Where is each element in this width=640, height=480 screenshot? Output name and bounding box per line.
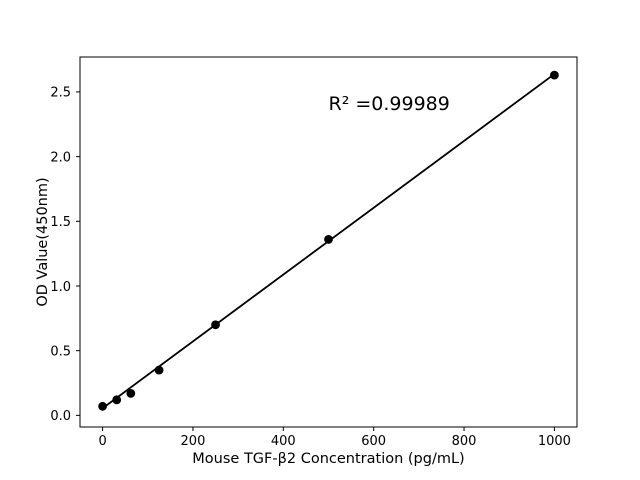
- y-tick-label: 1.0: [50, 280, 71, 295]
- x-tick-label: 200: [181, 434, 206, 449]
- data-point: [126, 388, 136, 398]
- y-axis-ticks: 0.0 0.5 1.0 1.5 2.0 2.5: [50, 86, 80, 424]
- x-tick-label: 400: [271, 434, 296, 449]
- y-tick-label: 0.5: [50, 344, 71, 359]
- data-point: [550, 70, 559, 80]
- y-tick-label: 2.5: [50, 86, 71, 101]
- x-tick-label: 0: [98, 434, 106, 449]
- data-point: [98, 401, 107, 411]
- y-tick-label: 2.0: [50, 150, 71, 165]
- y-tick-label: 1.5: [50, 215, 71, 230]
- x-tick-label: 800: [452, 434, 477, 449]
- plot-border: [79, 56, 578, 428]
- x-axis-label: Mouse TGF-β2 Concentration (pg/mL): [192, 451, 464, 467]
- r-squared-annotation: R² =0.99989: [329, 93, 450, 115]
- data-series: [98, 70, 559, 411]
- y-tick-label: 0.0: [50, 409, 71, 424]
- y-axis-label: OD Value(450nm): [35, 177, 51, 306]
- data-point: [324, 235, 333, 244]
- x-tick-label: 1000: [538, 434, 571, 449]
- x-tick-label: 600: [361, 434, 386, 449]
- data-point: [211, 320, 220, 330]
- data-point: [154, 365, 164, 375]
- x-axis-ticks: 0 200 400 600 800 1000: [98, 427, 571, 449]
- data-point: [112, 395, 122, 405]
